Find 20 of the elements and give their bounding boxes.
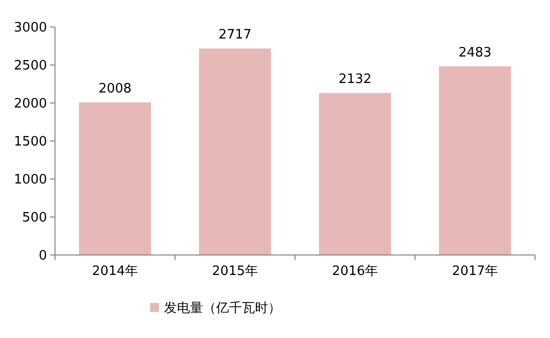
bar: [439, 66, 511, 255]
y-tick-label: 1000: [14, 172, 47, 188]
bar: [79, 102, 151, 255]
data-label: 2483: [458, 45, 492, 60]
data-label: 2132: [338, 72, 372, 87]
y-tick-label: 3000: [14, 20, 47, 36]
y-tick-label: 500: [22, 210, 47, 226]
x-tick-label: 2015年: [212, 264, 258, 279]
y-tick-label: 0: [38, 248, 47, 264]
x-tick-label: 2017年: [452, 264, 498, 279]
x-tick-label: 2014年: [92, 264, 138, 279]
y-tick-label: 1500: [14, 134, 47, 150]
y-tick-label: 2500: [14, 58, 47, 74]
y-tick-label: 2000: [14, 96, 47, 112]
data-label: 2717: [218, 28, 252, 43]
bar: [319, 92, 391, 255]
x-tick-label: 2016年: [332, 264, 378, 279]
bar: [199, 48, 271, 255]
legend-label: 发电量（亿千瓦时）: [164, 301, 281, 316]
data-label: 2008: [98, 81, 132, 96]
